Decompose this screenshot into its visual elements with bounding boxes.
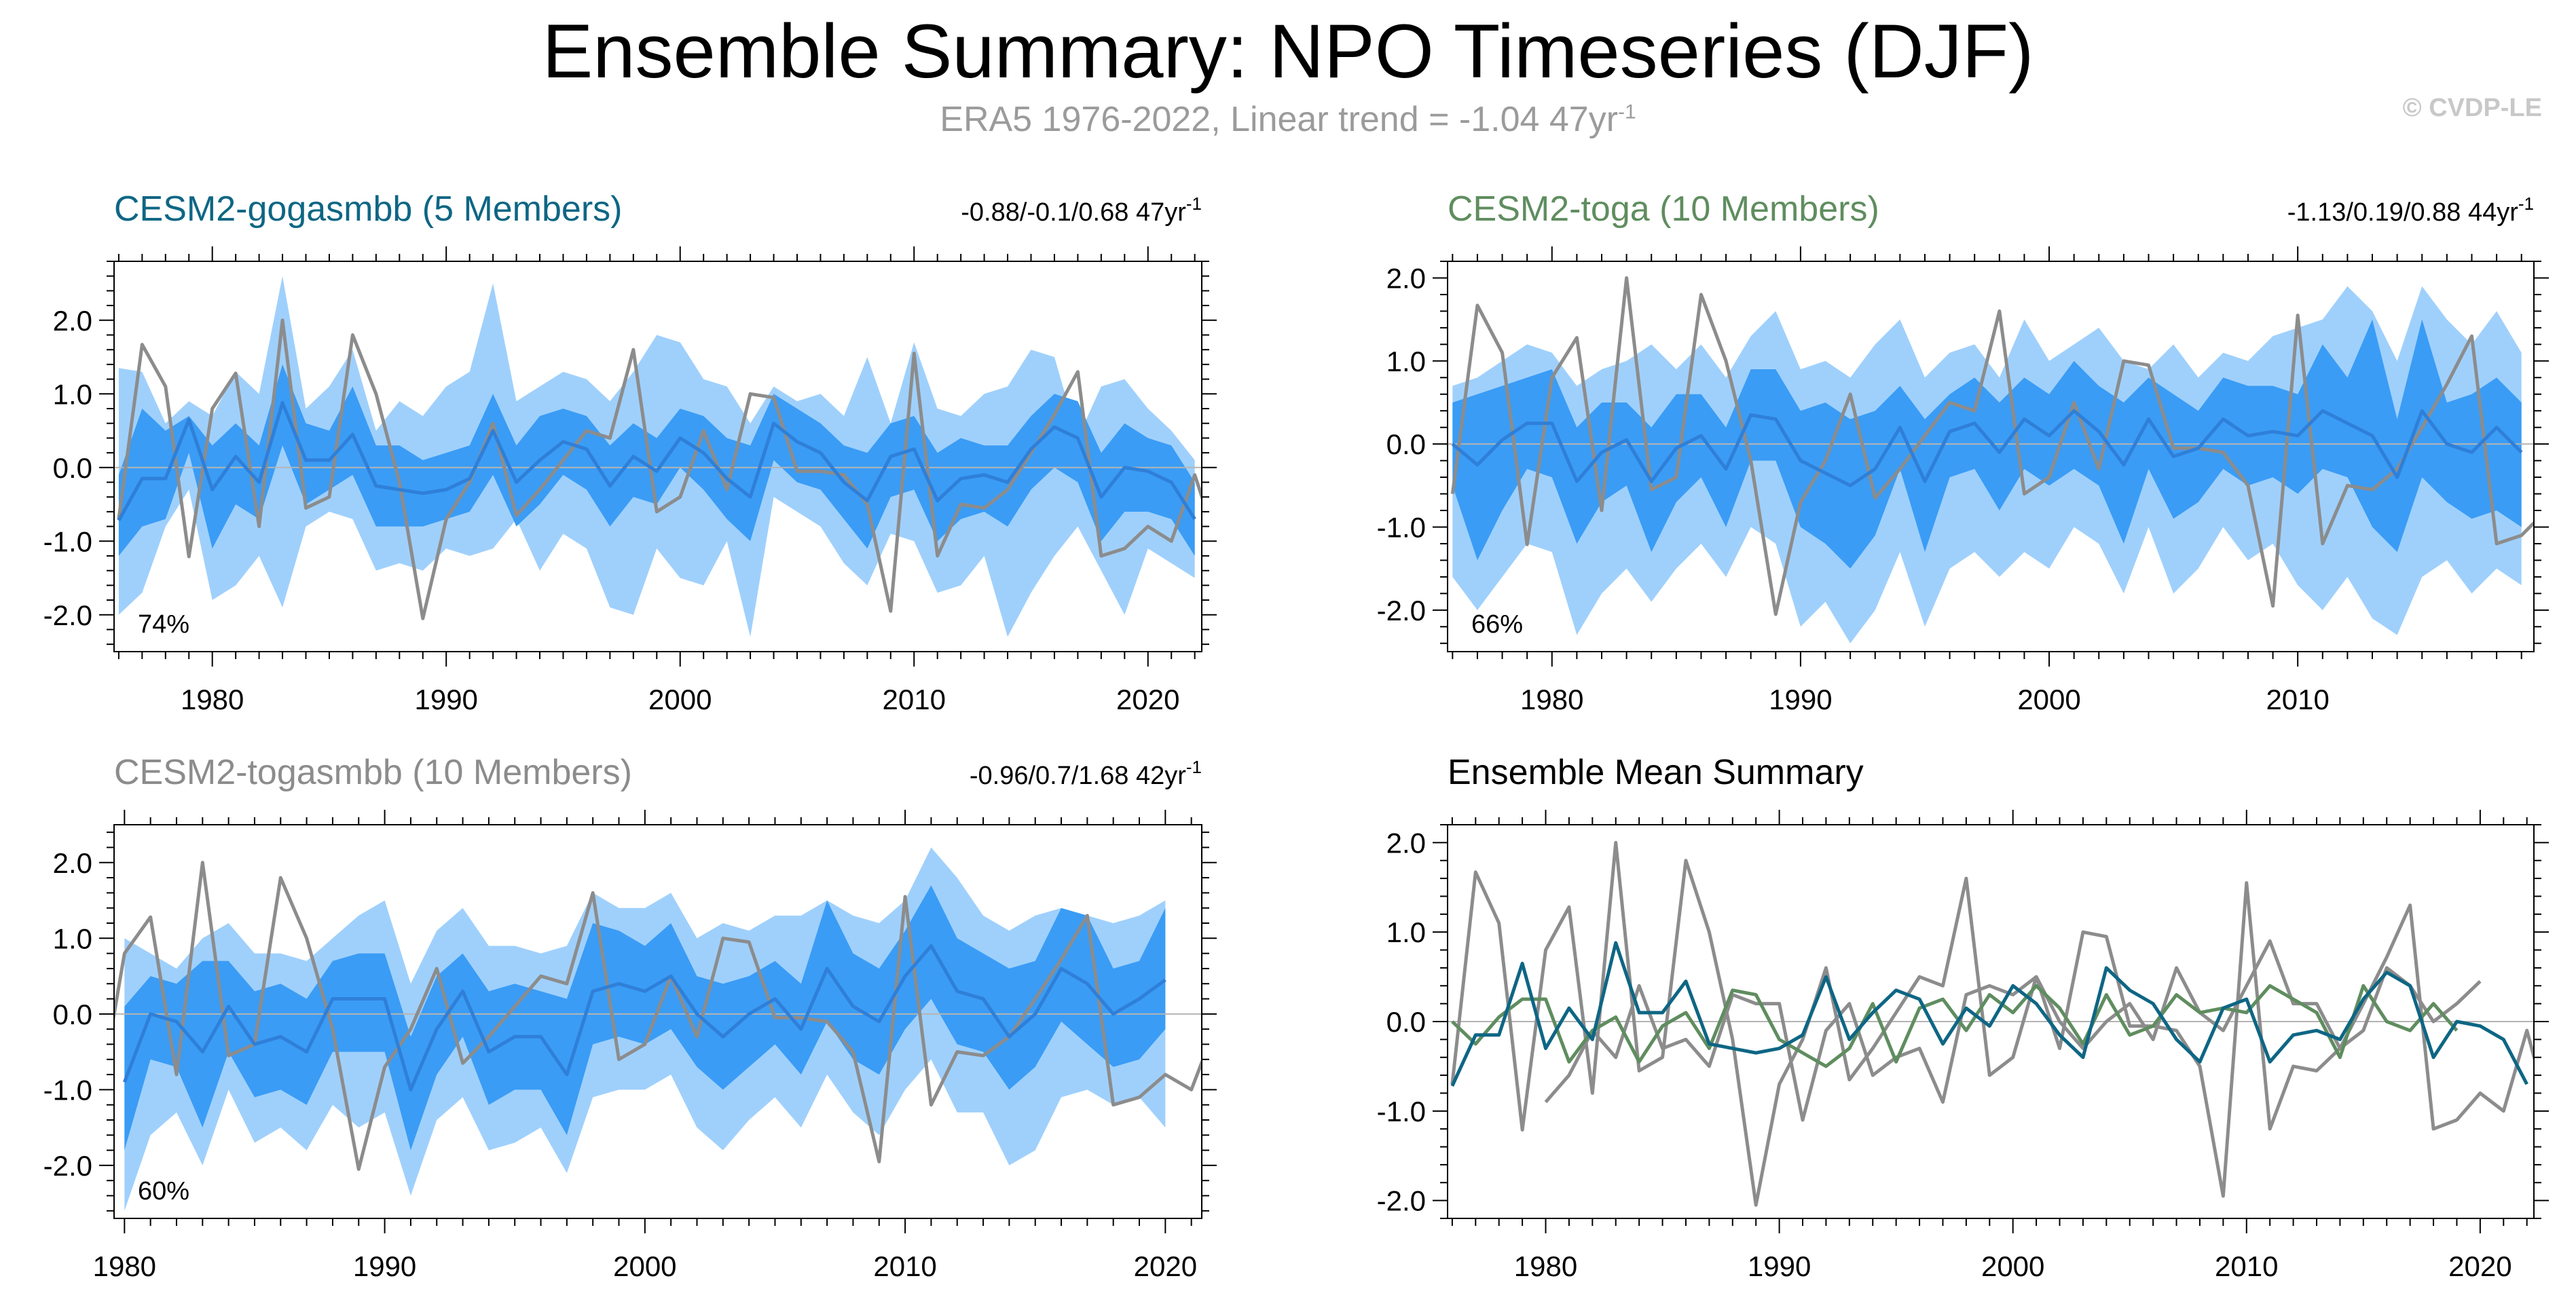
y-tick-label: 1.0 bbox=[1386, 916, 1426, 948]
x-tick-label: 1980 bbox=[181, 684, 244, 715]
y-tick-label: 1.0 bbox=[53, 378, 92, 410]
y-tick-label: 0.0 bbox=[53, 452, 92, 484]
y-tick-label: 0.0 bbox=[1386, 428, 1426, 460]
y-tick-label: 1.0 bbox=[1386, 345, 1426, 377]
y-tick-label: -2.0 bbox=[1377, 595, 1426, 627]
ensemble-mean-line bbox=[1451, 409, 2523, 487]
panel-trend-stats: -0.96/0.7/1.68 42yr-1 bbox=[970, 757, 1202, 790]
panel-title: CESM2-toga (10 Members) bbox=[1448, 189, 1879, 229]
plot-area bbox=[1448, 276, 2534, 643]
y-tick-label: 0.0 bbox=[53, 998, 92, 1030]
x-tick-label: 1990 bbox=[414, 684, 477, 715]
x-tick-label: 1980 bbox=[93, 1250, 156, 1282]
percent-label: 66% bbox=[1471, 610, 1523, 639]
plot-area bbox=[114, 847, 1202, 1211]
y-tick-label: -1.0 bbox=[1377, 1096, 1426, 1127]
ensemble-mean-line bbox=[122, 943, 1166, 1091]
figure-header: Ensemble Summary: NPO Timeseries (DJF) E… bbox=[0, 0, 2576, 156]
trend-stats-superscript: -1 bbox=[2518, 193, 2534, 214]
panel-1: 1980 1990 2000 2010 2020 -2.0 -1.0 0.0 1.0 2.0 CES… bbox=[43, 189, 1217, 715]
panel-title: Ensemble Mean Summary bbox=[1448, 753, 1864, 792]
subtitle-text: ERA5 1976-2022, Linear trend = -1.04 47y… bbox=[940, 100, 1619, 139]
y-tick-label: -2.0 bbox=[1377, 1185, 1426, 1217]
percent-label: 74% bbox=[138, 610, 189, 639]
x-tick-label: 1990 bbox=[1748, 1250, 1811, 1282]
x-tick-label: 2020 bbox=[1134, 1250, 1197, 1282]
inner-spread-band bbox=[118, 364, 1195, 556]
y-tick-label: 1.0 bbox=[53, 922, 92, 954]
x-tick-label: 2010 bbox=[2266, 684, 2329, 715]
series-line-era5 bbox=[1450, 840, 2534, 1207]
axes-frame bbox=[113, 824, 1202, 1219]
y-tick-label: 2.0 bbox=[1386, 262, 1426, 294]
axes-frame bbox=[113, 261, 1202, 652]
observed-series-line bbox=[114, 861, 1202, 1171]
observed-series-line bbox=[1450, 276, 2534, 616]
figure-title: Ensemble Summary: NPO Timeseries (DJF) bbox=[542, 9, 2034, 94]
x-tick-label: 2010 bbox=[2215, 1250, 2278, 1282]
series-line-cesm2-gogasmbb bbox=[1450, 941, 2528, 1087]
plot-area bbox=[114, 276, 1202, 637]
series-line-cesm2-toga bbox=[1451, 984, 2459, 1068]
axes-frame bbox=[1447, 261, 2535, 652]
percent-label: 60% bbox=[138, 1177, 189, 1206]
panel-4: 1980 1990 2000 2010 2020 -2.0 -1.0 0.0 1.0 2.0 Ens… bbox=[1377, 753, 2549, 1282]
y-tick-label: -2.0 bbox=[43, 599, 92, 631]
x-tick-label: 2010 bbox=[883, 684, 946, 715]
panel-title: CESM2-togasmbb (10 Members) bbox=[114, 753, 632, 792]
panel-3: 1980 1990 2000 2010 2020 -2.0 -1.0 0.0 1.0 2.0 CES… bbox=[43, 753, 1217, 1282]
x-tick-label: 2000 bbox=[613, 1250, 676, 1282]
subtitle-superscript: -1 bbox=[1618, 100, 1636, 124]
figure-subtitle: ERA5 1976-2022, Linear trend = -1.04 47y… bbox=[0, 100, 2576, 139]
x-tick-label: 1980 bbox=[1520, 684, 1583, 715]
x-tick-label: 2000 bbox=[1981, 1250, 2044, 1282]
inner-spread-band bbox=[124, 885, 1166, 1151]
trend-stats-text: -1.13/0.19/0.88 44yr bbox=[2287, 198, 2518, 227]
y-tick-label: 2.0 bbox=[1386, 827, 1426, 859]
panel-title: CESM2-gogasmbb (5 Members) bbox=[114, 189, 622, 229]
x-tick-label: 1990 bbox=[1769, 684, 1832, 715]
x-tick-label: 1980 bbox=[1514, 1250, 1577, 1282]
x-tick-label: 2020 bbox=[2448, 1250, 2511, 1282]
y-tick-label: -1.0 bbox=[43, 525, 92, 557]
trend-stats-superscript: -1 bbox=[1186, 193, 1202, 214]
y-tick-label: 2.0 bbox=[53, 847, 92, 879]
series-line-cesm2-togasmbb bbox=[1544, 939, 2482, 1122]
y-tick-label: 0.0 bbox=[1386, 1006, 1426, 1038]
trend-stats-text: -0.96/0.7/1.68 42yr bbox=[970, 762, 1186, 790]
x-tick-label: 2000 bbox=[648, 684, 712, 715]
panel-trend-stats: -0.88/-0.1/0.68 47yr-1 bbox=[961, 193, 1202, 227]
x-tick-label: 1990 bbox=[353, 1250, 416, 1282]
panel-2: 1980 1990 2000 2010 -2.0 -1.0 0.0 1.0 2.0 CESM2-t… bbox=[1377, 189, 2549, 715]
panel-trend-stats: -1.13/0.19/0.88 44yr-1 bbox=[2287, 193, 2534, 227]
y-tick-label: -1.0 bbox=[43, 1074, 92, 1106]
x-tick-label: 2020 bbox=[1116, 684, 1179, 715]
trend-stats-text: -0.88/-0.1/0.68 47yr bbox=[961, 198, 1186, 227]
y-tick-label: 2.0 bbox=[53, 305, 92, 337]
ensemble-mean-line bbox=[117, 400, 1196, 522]
y-tick-label: -1.0 bbox=[1377, 511, 1426, 543]
x-tick-label: 2010 bbox=[873, 1250, 936, 1282]
plot-area bbox=[1448, 840, 2534, 1207]
y-tick-label: -2.0 bbox=[43, 1150, 92, 1182]
x-tick-label: 2000 bbox=[2017, 684, 2080, 715]
copyright-label: © CVDP-LE bbox=[2402, 94, 2542, 122]
trend-stats-superscript: -1 bbox=[1186, 757, 1202, 777]
